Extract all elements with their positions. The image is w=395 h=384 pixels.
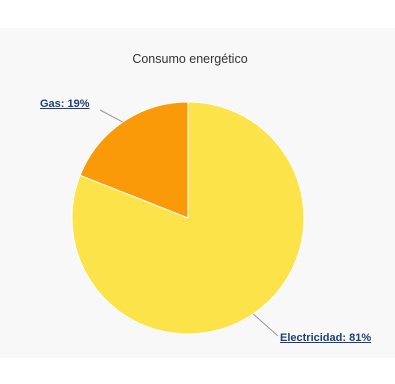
data-label-gas: Gas: 19% xyxy=(40,98,90,110)
data-label-electricidad: Electricidad: 81% xyxy=(280,332,372,344)
leader-line-electricidad xyxy=(252,313,279,337)
leader-line-gas xyxy=(99,109,124,123)
chart-title: Consumo energético xyxy=(132,52,248,66)
